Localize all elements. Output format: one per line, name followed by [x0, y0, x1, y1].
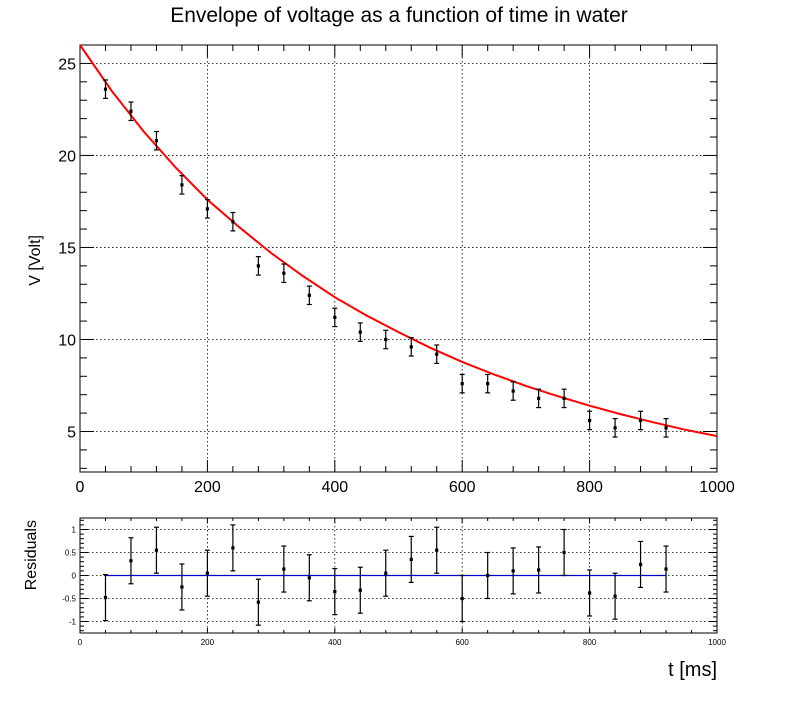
main-y-tick-label: 25	[58, 56, 76, 73]
main-y-axis-label: V [Volt]	[27, 235, 44, 286]
residual-data-point	[333, 590, 337, 594]
main-data-point	[613, 426, 617, 430]
main-x-tick-label: 200	[194, 479, 221, 496]
main-data-point	[562, 396, 566, 400]
main-data-point	[511, 389, 515, 393]
residual-x-tick-label: 200	[201, 638, 215, 647]
main-data-point	[358, 330, 362, 334]
residual-data-point	[129, 559, 133, 563]
residual-data-point	[511, 569, 515, 573]
main-data-point	[486, 382, 490, 386]
main-plot-frame	[79, 44, 718, 473]
residual-data-point	[613, 594, 617, 598]
residual-data-point	[103, 595, 108, 600]
residual-y-tick-label: 0.5	[65, 549, 77, 558]
main-data-point	[129, 109, 133, 113]
main-data-point	[537, 396, 541, 400]
main-data-point	[231, 220, 235, 224]
main-data-point	[588, 418, 592, 423]
main-y-tick-label: 5	[67, 425, 76, 442]
residual-x-tick-label: 1000	[708, 638, 726, 647]
residual-data-point	[384, 571, 388, 575]
main-data-point	[180, 183, 184, 187]
residual-data-point	[664, 567, 668, 571]
residual-data-point	[588, 591, 592, 595]
residual-data-point	[307, 576, 311, 580]
main-y-tick-label: 10	[58, 332, 76, 349]
residual-panel: 0 200 400 600 800 1000 -1 -0.5 0 0.5 1 Residuals t […	[23, 517, 726, 681]
residual-y-tick-label: -0.5	[62, 595, 76, 604]
main-fit-curve	[79, 44, 718, 438]
residual-data-point	[638, 562, 643, 567]
residual-data-point	[358, 588, 362, 592]
main-data-point	[205, 207, 209, 211]
main-data-point	[664, 426, 668, 430]
main-x-tick-label: 0	[76, 479, 85, 496]
main-panel: 0 200 400 600 800 1000 5 10 15 20 25 V [Volt]	[27, 44, 735, 496]
residual-data-point	[231, 546, 235, 550]
main-data-point	[154, 139, 159, 143]
residual-y-axis-label: Residuals	[23, 520, 40, 590]
residual-data-point	[460, 596, 464, 601]
main-x-tick-label: 400	[321, 479, 348, 496]
main-data-point	[307, 293, 311, 297]
residual-data-point	[282, 567, 286, 571]
residual-x-tick-label: 600	[456, 638, 470, 647]
main-data-point	[460, 382, 464, 386]
residual-data-point	[409, 557, 413, 561]
residual-x-tick-label: 0	[78, 638, 83, 647]
main-data-point	[333, 315, 337, 319]
residual-data-point	[435, 548, 439, 552]
main-data-point	[638, 418, 643, 423]
residual-x-tick-label: 800	[583, 638, 597, 647]
main-data-point	[256, 264, 260, 268]
main-data-point	[384, 337, 388, 342]
main-data-point	[103, 87, 108, 91]
residual-data-point	[256, 600, 260, 604]
residual-y-tick-label: 0	[72, 572, 77, 581]
main-data-point	[435, 352, 439, 356]
main-data-point	[282, 271, 286, 275]
residual-data-point	[486, 573, 490, 578]
main-x-tick-label: 800	[576, 479, 603, 496]
chart-title: Envelope of voltage as a function of tim…	[170, 4, 628, 27]
residual-data-point	[180, 585, 184, 589]
residual-y-tick-label: 1	[72, 526, 77, 535]
residual-data-point	[562, 550, 566, 555]
main-y-tick-label: 15	[58, 240, 76, 257]
residual-data-point	[154, 548, 159, 552]
main-y-tick-label: 20	[58, 148, 76, 165]
residual-data-point	[205, 571, 209, 575]
residual-y-tick-label: -1	[69, 618, 77, 627]
main-x-tick-label: 1000	[699, 479, 735, 496]
residual-x-axis-label: t [ms]	[668, 659, 717, 681]
residual-data-point	[537, 568, 541, 572]
main-x-tick-label: 600	[449, 479, 476, 496]
residual-x-tick-label: 400	[328, 638, 342, 647]
main-data-point	[409, 345, 413, 349]
